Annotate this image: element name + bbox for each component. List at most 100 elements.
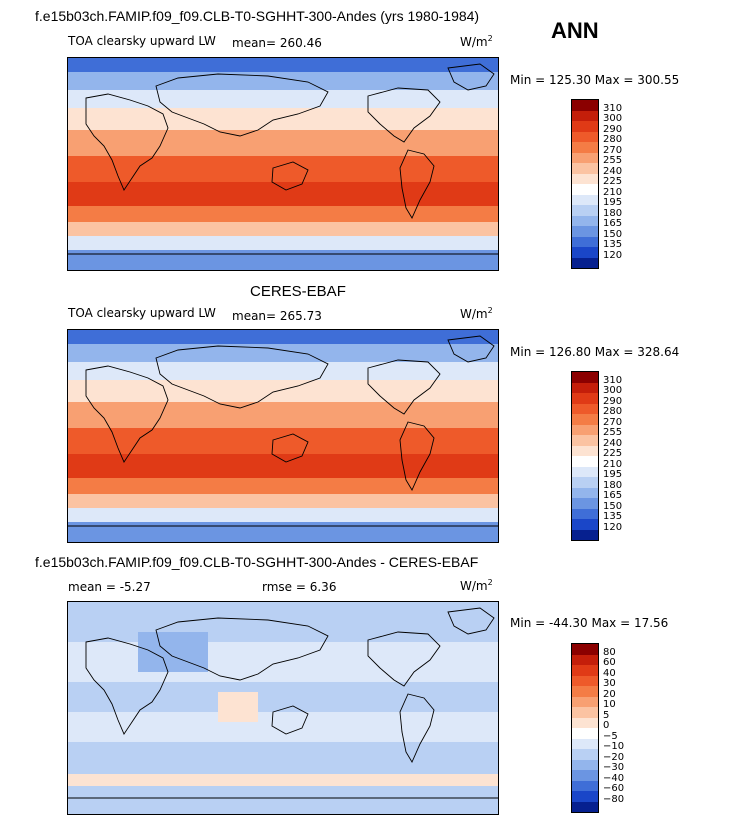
colorbar-tick-label: 280 <box>603 406 623 417</box>
colorbar-tick-label: 290 <box>603 123 623 135</box>
colorbar-tick-label: 210 <box>603 458 623 470</box>
panel1-band-8 <box>68 206 498 222</box>
colorbar-tick-label: 120 <box>603 249 623 261</box>
panel1-band-6 <box>68 156 498 182</box>
panel3-swatch-15 <box>572 801 598 812</box>
panel1-swatch-13 <box>572 236 598 247</box>
panel2-field-label: TOA clearsky upward LW <box>68 306 216 320</box>
panel2-swatch-5 <box>572 424 598 435</box>
panel1-swatch-15 <box>572 257 598 268</box>
colorbar-tick-label: 300 <box>603 385 623 396</box>
colorbar-tick-label: 30 <box>603 678 616 689</box>
panel2-band-7 <box>68 454 498 478</box>
panel2-band-1 <box>68 330 498 344</box>
colorbar-tick-label: 0 <box>603 720 610 731</box>
panel3-swatch-5 <box>572 696 598 707</box>
colorbar-tick-label: −60 <box>603 783 625 794</box>
colorbar-tick-label: 290 <box>603 395 623 407</box>
panel2-coastlines <box>68 335 498 527</box>
panel1-minmax: Min = 125.30 Max = 300.55 <box>510 73 680 87</box>
colorbar-tick-label: 270 <box>603 144 623 156</box>
panel1-swatch-12 <box>572 226 598 237</box>
panel3-swatch-7 <box>572 717 598 728</box>
panel1-swatch-7 <box>572 173 598 184</box>
colorbar-tick-label: 195 <box>603 197 623 208</box>
panel1-swatch-8 <box>572 184 598 195</box>
panel3-swatch-8 <box>572 728 598 739</box>
colorbar-tick-label: 165 <box>603 490 623 501</box>
panel1-map-svg <box>68 58 498 270</box>
colorbar-tick-label: 310 <box>603 374 623 386</box>
panel1-band-1 <box>68 58 498 72</box>
panel1-swatch-14 <box>572 247 598 258</box>
panel1-band-11 <box>68 250 498 270</box>
colorbar-tick-label: 210 <box>603 186 623 198</box>
colorbar-tick-label: 150 <box>603 228 623 240</box>
panel1-swatch-11 <box>572 215 598 226</box>
panel2-band-3 <box>68 362 498 380</box>
panel1-swatch-10 <box>572 205 598 216</box>
panel3-swatch-4 <box>572 686 598 697</box>
panel2-swatch-6 <box>572 435 598 446</box>
panel1-swatch-1 <box>572 110 598 121</box>
panel2-swatch-11 <box>572 487 598 498</box>
panel3-swatch-12 <box>572 770 598 781</box>
panel2-map <box>67 329 499 543</box>
panel2-band-9 <box>68 494 498 508</box>
colorbar-tick-label: 255 <box>603 427 623 438</box>
panel2-band-6 <box>68 428 498 454</box>
panel3-title: f.e15b03ch.FAMIP.f09_f09.CLB-T0-SGHHT-30… <box>35 554 479 570</box>
colorbar-tick-label: 255 <box>603 155 623 166</box>
panel1-colorbar <box>571 99 599 269</box>
colorbar-tick-label: 280 <box>603 134 623 145</box>
colorbar-tick-label: 225 <box>603 176 623 187</box>
panel3-swatch-9 <box>572 738 598 749</box>
colorbar-tick-label: 240 <box>603 165 623 177</box>
colorbar-tick-label: 80 <box>603 646 616 658</box>
panel2-swatch-0 <box>572 372 598 383</box>
panel1-swatch-4 <box>572 142 598 153</box>
panel1-title: f.e15b03ch.FAMIP.f09_f09.CLB-T0-SGHHT-30… <box>35 8 480 24</box>
panel3-map <box>67 601 499 815</box>
panel2-swatch-3 <box>572 403 598 414</box>
panel3-patch-b <box>218 692 258 722</box>
colorbar-tick-label: −40 <box>603 772 625 784</box>
panel2-swatch-9 <box>572 466 598 477</box>
panel1-field-label: TOA clearsky upward LW <box>68 34 216 48</box>
colorbar-tick-label: 240 <box>603 437 623 449</box>
panel3-swatch-6 <box>572 707 598 718</box>
panel3-swatch-14 <box>572 791 598 802</box>
panel2-minmax: Min = 126.80 Max = 328.64 <box>510 345 680 359</box>
panel2-swatch-10 <box>572 477 598 488</box>
panel1-swatch-2 <box>572 121 598 132</box>
colorbar-tick-label: −5 <box>603 730 618 742</box>
panel2-swatch-7 <box>572 445 598 456</box>
panel2-units: W/m2 <box>460 306 493 321</box>
panel1-swatch-6 <box>572 163 598 174</box>
panel3-swatch-10 <box>572 749 598 760</box>
panel3-swatch-1 <box>572 654 598 665</box>
panel2-band-10 <box>68 508 498 522</box>
colorbar-tick-label: 300 <box>603 113 623 124</box>
panel1-band-10 <box>68 236 498 250</box>
panel2-colorbar <box>571 371 599 541</box>
panel2-swatch-4 <box>572 414 598 425</box>
panel3-minmax: Min = -44.30 Max = 17.56 <box>510 616 669 630</box>
panel3-band-c <box>68 774 498 786</box>
panel3-mean: mean = -5.27 <box>68 580 151 594</box>
panel1-band-5 <box>68 130 498 156</box>
panel2-swatch-1 <box>572 382 598 393</box>
colorbar-tick-label: 195 <box>603 469 623 480</box>
colorbar-tick-label: 150 <box>603 500 623 512</box>
colorbar-tick-label: −10 <box>603 741 625 752</box>
colorbar-tick-label: 180 <box>603 207 623 219</box>
colorbar-tick-label: 135 <box>603 239 623 250</box>
colorbar-tick-label: 270 <box>603 416 623 428</box>
panel3-colorbar <box>571 643 599 813</box>
panel3-units: W/m2 <box>460 578 493 593</box>
panel1-band-9 <box>68 222 498 236</box>
panel1-swatch-9 <box>572 194 598 205</box>
colorbar-tick-label: 120 <box>603 521 623 533</box>
panel2-title: CERES-EBAF <box>250 283 346 300</box>
panel3-coastlines <box>68 607 498 799</box>
